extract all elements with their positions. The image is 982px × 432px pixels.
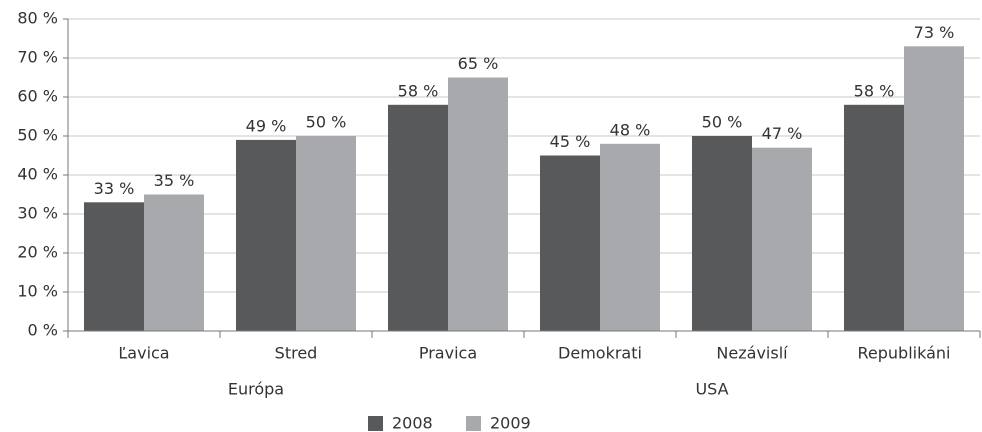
- bar: [236, 139, 296, 331]
- value-label: 65 %: [458, 54, 499, 73]
- bar: [84, 202, 144, 331]
- value-label: 33 %: [94, 179, 135, 198]
- value-label: 73 %: [914, 23, 955, 42]
- group-label: Európa: [228, 380, 284, 399]
- x-tick-label: Ľavica: [118, 344, 169, 363]
- legend-label: 2009: [490, 414, 531, 432]
- y-tick-label: 50 %: [17, 126, 58, 145]
- group-label: USA: [695, 380, 728, 399]
- bar: [388, 104, 448, 331]
- bar: [296, 136, 356, 331]
- value-label: 50 %: [306, 113, 347, 132]
- y-tick-label: 0 %: [28, 321, 58, 340]
- bar: [844, 104, 904, 331]
- y-tick-label: 70 %: [17, 48, 58, 67]
- y-tick-label: 40 %: [17, 165, 58, 184]
- legend-swatch: [368, 416, 383, 431]
- bar: [692, 136, 752, 331]
- y-tick-label: 30 %: [17, 204, 58, 223]
- bar: [600, 143, 660, 331]
- value-label: 47 %: [762, 124, 803, 143]
- value-label: 48 %: [610, 120, 651, 139]
- value-label: 49 %: [246, 116, 287, 135]
- y-tick-label: 20 %: [17, 243, 58, 262]
- value-label: 58 %: [854, 81, 895, 100]
- x-tick-label: Republikáni: [858, 344, 951, 363]
- legend-label: 2008: [392, 414, 433, 432]
- x-tick-label: Demokrati: [558, 344, 642, 363]
- value-label: 50 %: [702, 113, 743, 132]
- bar: [904, 46, 964, 332]
- x-tick-label: Stred: [275, 344, 318, 363]
- bar: [144, 194, 204, 331]
- x-tick-label: Pravica: [419, 344, 477, 363]
- bar: [448, 77, 508, 331]
- value-label: 58 %: [398, 81, 439, 100]
- y-tick-label: 10 %: [17, 282, 58, 301]
- bar: [540, 155, 600, 331]
- y-tick-label: 60 %: [17, 87, 58, 106]
- y-tick-label: 80 %: [17, 9, 58, 28]
- bar: [752, 147, 812, 331]
- legend-swatch: [466, 416, 481, 431]
- value-label: 45 %: [550, 132, 591, 151]
- x-tick-label: Nezávislí: [716, 344, 788, 363]
- value-label: 35 %: [154, 171, 195, 190]
